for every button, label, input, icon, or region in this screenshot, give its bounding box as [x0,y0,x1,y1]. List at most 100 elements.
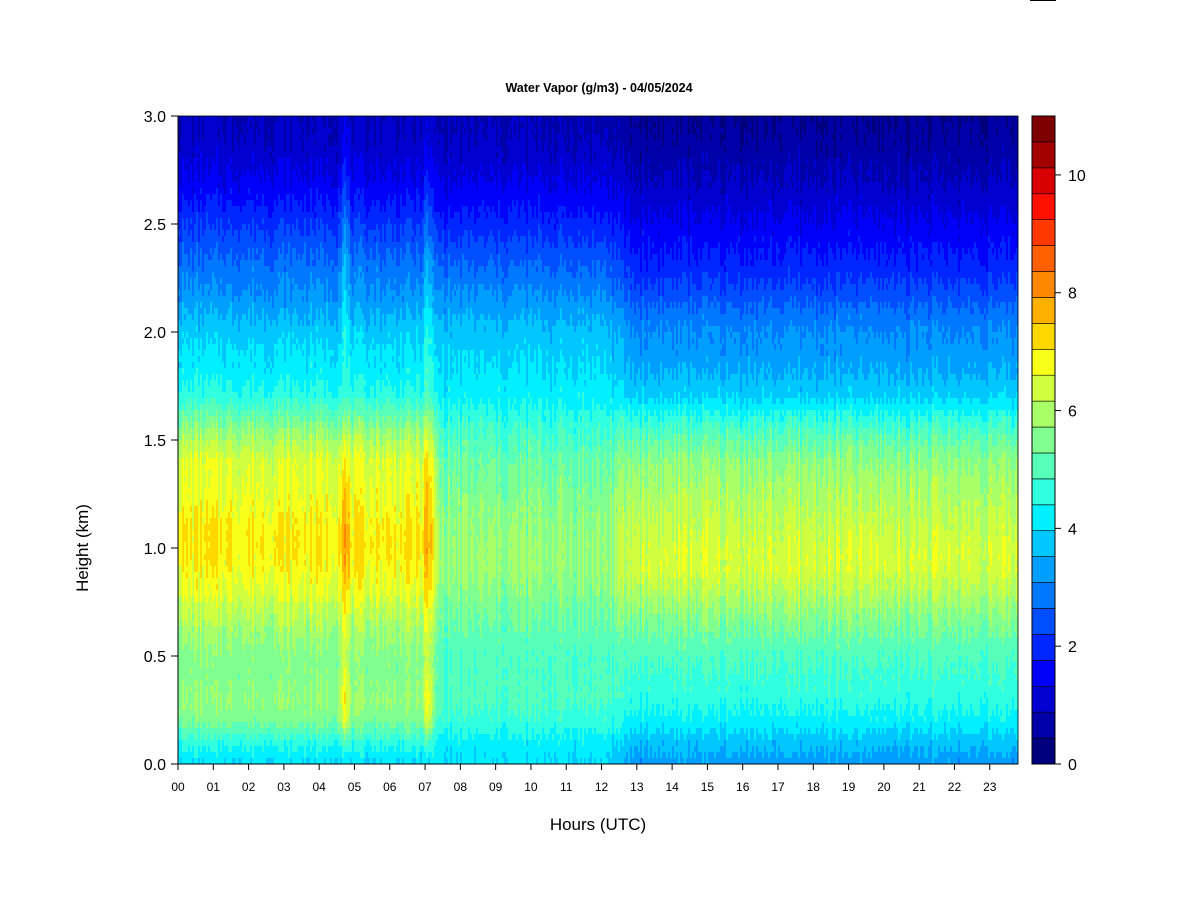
heatmap-cell [226,698,229,711]
heatmap-cell [202,602,205,621]
heatmap-cell [498,638,501,645]
heatmap-cell [546,560,549,567]
heatmap-cell [410,752,413,765]
heatmap-cell [476,218,479,243]
heatmap-cell [304,314,307,339]
heatmap-cell [298,698,301,705]
heatmap-cell [394,734,397,753]
heatmap-cell [318,230,321,261]
heatmap-cell [314,458,317,507]
heatmap-cell [304,728,307,741]
heatmap-cell [436,722,439,741]
heatmap-cell [246,116,249,123]
heatmap-cell [486,572,489,615]
heatmap-cell [228,308,231,339]
heatmap-cell [544,752,547,765]
heatmap-cell [236,458,239,495]
heatmap-cell [328,638,331,723]
heatmap-cell [488,206,491,237]
heatmap-cell [386,650,389,681]
heatmap-cell [450,218,453,243]
heatmap-cell [262,344,265,381]
heatmap-cell [306,524,309,555]
heatmap-cell [286,440,289,459]
heatmap-cell [222,626,225,723]
heatmap-cell [336,566,339,603]
heatmap-cell [494,434,497,459]
heatmap-cell [492,176,495,183]
heatmap-cell [380,332,383,363]
heatmap-cell [350,404,353,423]
heatmap-cell [184,116,187,171]
heatmap-cell [478,116,481,123]
heatmap-cell [494,290,497,321]
heatmap-cell [492,404,495,423]
heatmap-cell [402,734,405,741]
heatmap-cell [502,158,505,165]
heatmap-cell [302,452,305,501]
heatmap-cell [256,614,259,633]
heatmap-cell [262,752,265,765]
heatmap-cell [368,398,371,405]
heatmap-cell [310,452,313,495]
heatmap-cell [440,428,443,435]
heatmap-cell [540,212,543,231]
heatmap-cell [298,176,301,183]
heatmap-cell [234,638,237,723]
heatmap-cell [192,116,195,147]
heatmap-cell [184,524,187,543]
heatmap-cell [526,746,529,753]
heatmap-cell [190,674,193,687]
heatmap-cell [198,410,201,423]
heatmap-cell [178,410,181,429]
heatmap-cell [296,446,299,465]
heatmap-cell [254,518,257,555]
heatmap-cell [420,626,423,723]
heatmap-cell [188,722,191,735]
heatmap-cell [528,314,531,345]
heatmap-cell [352,392,355,411]
heatmap-cell [474,494,477,603]
heatmap-cell [530,260,533,285]
heatmap-cell [306,140,309,153]
heatmap-cell [524,494,527,501]
heatmap-cell [244,704,247,723]
heatmap-cell [334,320,337,369]
heatmap-cell [266,608,269,627]
heatmap-cell [286,572,289,603]
heatmap-cell [344,182,347,207]
heatmap-cell [304,218,307,243]
heatmap-cell [302,440,305,453]
heatmap-cell [278,116,281,159]
heatmap-cell [212,740,215,753]
heatmap-cell [406,368,409,375]
heatmap-cell [194,116,197,159]
heatmap-cell [376,578,379,585]
heatmap-cell [368,146,371,183]
heatmap-cell [432,728,435,735]
heatmap-cell [384,242,387,267]
heatmap-cell [508,236,511,267]
heatmap-cell [540,350,543,399]
heatmap-cell [282,656,285,663]
heatmap-cell [286,698,289,711]
heatmap-cell [432,434,435,441]
heatmap-cell [272,536,275,543]
heatmap-cell [424,200,427,225]
heatmap-cell [202,722,205,735]
heatmap-cell [524,344,527,357]
heatmap-cell [366,242,369,261]
heatmap-cell [530,284,533,309]
heatmap-cell [284,308,287,321]
heatmap-cell [418,116,421,165]
heatmap-cell [292,248,295,279]
heatmap-cell [252,710,255,729]
heatmap-cell [350,170,353,207]
heatmap-cell [370,230,373,249]
heatmap-cell [316,116,319,159]
heatmap-cell [396,548,399,561]
heatmap-cell [268,218,271,237]
heatmap-cell [470,470,473,519]
heatmap-cell [250,746,253,759]
heatmap-cell [320,728,323,741]
